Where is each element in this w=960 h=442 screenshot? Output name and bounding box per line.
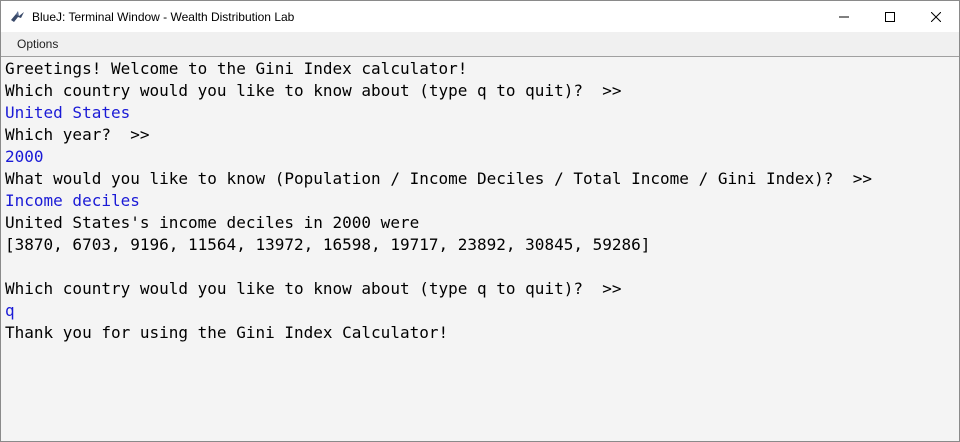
terminal-output-line: [3870, 6703, 9196, 11564, 13972, 16598, …: [5, 235, 651, 254]
window-title: BlueJ: Terminal Window - Wealth Distribu…: [32, 9, 295, 24]
terminal-input-line: 2000: [5, 147, 44, 166]
terminal-input-line: Income deciles: [5, 191, 140, 210]
close-button[interactable]: [913, 1, 959, 32]
maximize-button[interactable]: [867, 1, 913, 32]
terminal-output-line: Which country would you like to know abo…: [5, 81, 622, 100]
close-icon: [931, 11, 941, 22]
terminal-output-line: Greetings! Welcome to the Gini Index cal…: [5, 59, 468, 78]
terminal-output-line: Which year? >>: [5, 125, 150, 144]
maximize-icon: [885, 11, 895, 22]
bluej-bird-icon: [10, 9, 26, 25]
minimize-icon: [839, 16, 849, 17]
title-bar[interactable]: BlueJ: Terminal Window - Wealth Distribu…: [1, 1, 959, 32]
terminal-output-line: [5, 256, 955, 278]
terminal-output-line: What would you like to know (Population …: [5, 169, 872, 188]
menu-bar: Options: [1, 32, 959, 57]
window-controls: [821, 1, 959, 32]
terminal-input-line: q: [5, 301, 15, 320]
minimize-button[interactable]: [821, 1, 867, 32]
terminal-input-line: United States: [5, 103, 131, 122]
terminal-output-line: Which country would you like to know abo…: [5, 279, 622, 298]
menu-options[interactable]: Options: [17, 37, 59, 51]
terminal-output-line: United States's income deciles in 2000 w…: [5, 213, 420, 232]
terminal-output-line: Thank you for using the Gini Index Calcu…: [5, 323, 449, 342]
terminal-output[interactable]: Greetings! Welcome to the Gini Index cal…: [1, 58, 959, 441]
